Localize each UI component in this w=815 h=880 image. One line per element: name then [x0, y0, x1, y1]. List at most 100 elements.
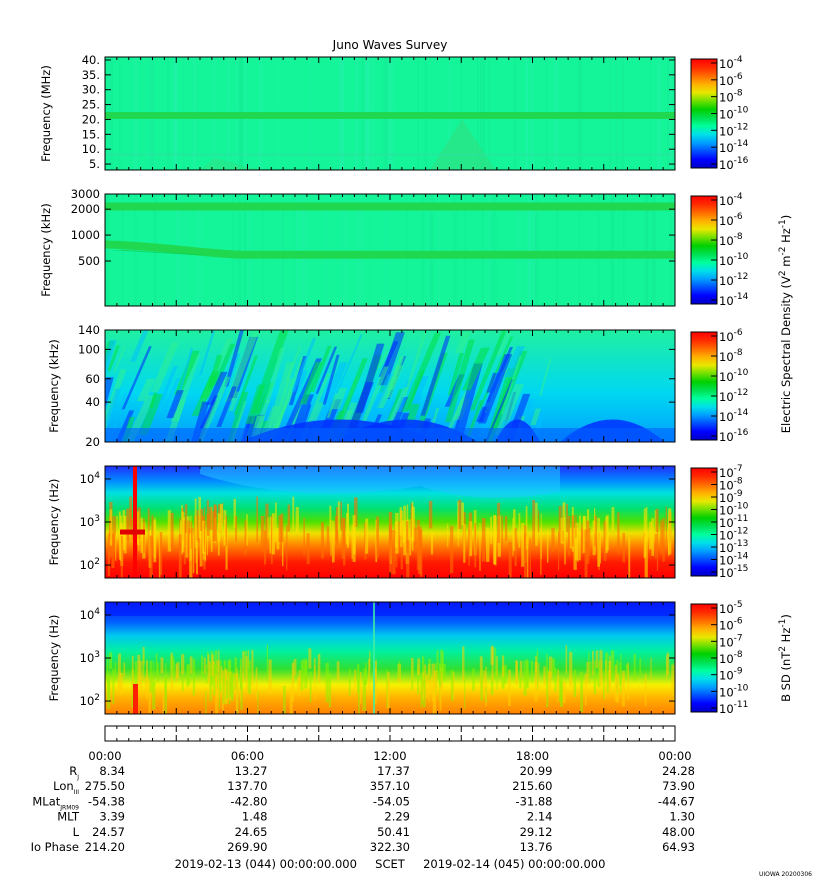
colorbar-label-magnetic: B SD (nT2 Hz-1) [778, 614, 793, 702]
spike [588, 527, 591, 556]
spike [479, 522, 481, 571]
noise-stripe [487, 194, 492, 306]
spike [628, 537, 631, 578]
spike [347, 503, 349, 548]
spike [411, 501, 414, 551]
spike [546, 529, 549, 563]
emission-streak [322, 354, 340, 405]
colorbar-tick-label: 10-14 [719, 139, 749, 155]
emission-streak [420, 335, 451, 416]
spike [206, 513, 210, 536]
noise-stripe [355, 194, 358, 306]
ephemeris-value: 17.37 [377, 764, 410, 778]
y-tick-label: 102 [80, 693, 100, 708]
emission-streak [161, 378, 180, 413]
spike [450, 525, 454, 574]
spike [365, 518, 369, 554]
spike [165, 663, 167, 700]
y-tick-label: 103 [80, 650, 100, 665]
noise-stripe [517, 194, 521, 306]
emission-streak [454, 363, 483, 435]
spike [508, 542, 512, 578]
spike [496, 656, 498, 677]
ephemeris-label: MLT [57, 810, 80, 824]
spike [219, 503, 223, 532]
spike [112, 516, 116, 549]
emission-streak [12, 372, 35, 420]
noise-stripe [527, 194, 531, 306]
spike [352, 515, 356, 562]
spike [562, 502, 566, 532]
y-tick-label: 35. [82, 68, 100, 82]
emission-streak [212, 343, 236, 386]
spike [289, 690, 293, 714]
noise-stripe [452, 194, 455, 306]
spike [354, 669, 357, 687]
spike [567, 516, 571, 556]
spike [521, 523, 525, 567]
vertical-line [373, 602, 375, 714]
spike [644, 673, 647, 706]
spike [461, 502, 465, 526]
emission-streak [63, 333, 73, 349]
spike [588, 651, 590, 683]
ephemeris-value: -54.38 [88, 794, 125, 808]
spike [433, 683, 437, 714]
spike [192, 658, 196, 696]
spike [425, 674, 428, 699]
ephemeris-value: 1.30 [669, 810, 695, 824]
spike [209, 664, 212, 702]
spike [149, 535, 153, 578]
colorbar-gradient [690, 195, 718, 305]
spike [665, 655, 668, 679]
colorbar-tick-label: 10-6 [719, 328, 743, 344]
emission-streak [445, 339, 475, 423]
y-tick-label: 5. [89, 157, 100, 171]
emission-streak [107, 345, 120, 371]
spike [131, 655, 134, 694]
spike [152, 681, 156, 710]
spike [621, 670, 625, 707]
panel-5: 104 103 102 Frequency (Hz) [47, 601, 676, 715]
noise-stripe [669, 194, 673, 306]
spike [400, 525, 403, 570]
spike [178, 534, 182, 578]
spike [530, 660, 534, 683]
spike [551, 658, 555, 675]
noise-stripe [296, 194, 299, 306]
spike [469, 521, 473, 557]
noise-stripe [105, 194, 108, 306]
spike [112, 668, 115, 704]
spike [247, 660, 251, 694]
spike [140, 517, 143, 553]
emission-streak [0, 347, 12, 370]
spike [414, 527, 417, 553]
spike [633, 653, 636, 682]
spike [474, 523, 477, 568]
emission-streak [61, 362, 83, 416]
ephemeris-value: 13.76 [520, 840, 553, 854]
emission-streak [28, 382, 39, 399]
spike [263, 530, 267, 565]
spike [573, 527, 577, 570]
emission-streak [105, 388, 121, 425]
spike [593, 508, 596, 535]
time-tick-label: 06:00 [231, 749, 264, 763]
spike [120, 535, 123, 578]
spike [153, 661, 155, 687]
spike [429, 676, 433, 695]
spike [389, 525, 392, 574]
spike [109, 652, 113, 669]
noise-stripe [481, 194, 485, 306]
emission-streak [0, 334, 7, 407]
spike [192, 534, 195, 574]
spike [270, 515, 273, 565]
spike [348, 668, 351, 696]
spike [181, 654, 185, 675]
emission-streak [7, 362, 27, 393]
spike [111, 533, 115, 569]
spike [337, 501, 340, 531]
emission-streak [15, 379, 29, 396]
spike [314, 665, 316, 701]
